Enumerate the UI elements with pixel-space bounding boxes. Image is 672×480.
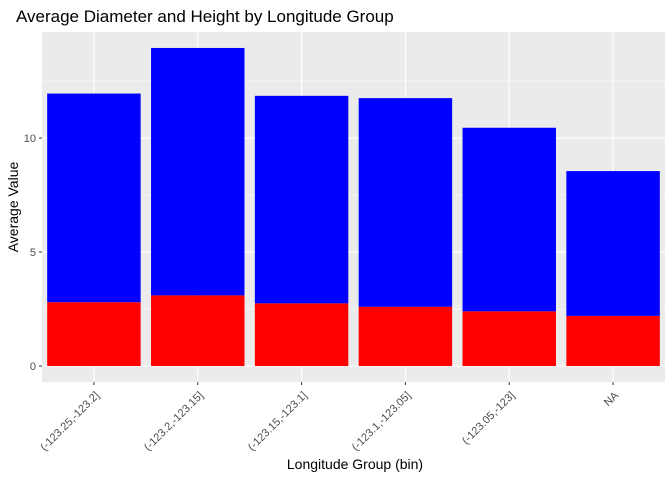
x-axis: (-123.25,-123.2] (-123.2,-123.15] (-123.15… bbox=[38, 382, 622, 454]
y-tick-label: 10 bbox=[24, 133, 36, 145]
bars bbox=[47, 47, 660, 367]
x-tick-label: (-123.05,-123] bbox=[460, 390, 517, 447]
x-tick-label: (-123.2,-123.15] bbox=[142, 390, 206, 454]
bar-segment-1 bbox=[151, 47, 245, 296]
y-tick-label: 0 bbox=[30, 361, 36, 373]
x-tick-label: NA bbox=[602, 389, 622, 409]
chart-title: Average Diameter and Height by Longitude… bbox=[16, 7, 394, 26]
bar-segment-1 bbox=[254, 95, 349, 304]
bar-segment-0 bbox=[462, 311, 556, 367]
x-tick-label: (-123.25,-123.2] bbox=[38, 390, 102, 454]
y-tick-label: 5 bbox=[30, 247, 36, 259]
bar-segment-1 bbox=[566, 171, 660, 316]
plot-panel bbox=[42, 32, 665, 382]
bar-segment-0 bbox=[358, 306, 453, 367]
bar-segment-1 bbox=[47, 93, 141, 303]
x-tick-label: (-123.1,-123.05] bbox=[350, 390, 414, 454]
bar-segment-0 bbox=[254, 303, 349, 367]
bar-segment-0 bbox=[566, 315, 660, 367]
y-axis: 0 5 10 bbox=[24, 133, 42, 373]
bar-segment-0 bbox=[47, 302, 141, 367]
x-tick-label: (-123.15,-123.1] bbox=[246, 390, 310, 454]
x-axis-title: Longitude Group (bin) bbox=[287, 456, 423, 472]
bar-segment-1 bbox=[462, 127, 556, 312]
bar-segment-1 bbox=[358, 98, 453, 307]
bar-segment-0 bbox=[151, 295, 245, 367]
y-axis-title: Average Value bbox=[5, 162, 21, 253]
